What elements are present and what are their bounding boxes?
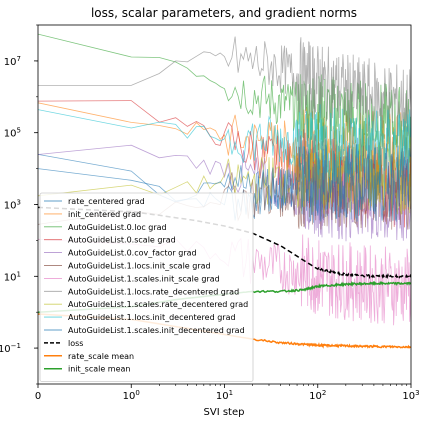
series-line-11: [38, 206, 411, 280]
legend-label: AutoGuideList.1.locs.rate_decentered gra…: [68, 287, 239, 296]
legend-label: AutoGuideList.0.scale grad: [68, 236, 176, 245]
x-tick-label: 103: [402, 389, 419, 402]
legend-label: AutoGuideList.1.scales.init_decentered g…: [68, 326, 245, 335]
legend: rate_centered grad init_centered grad Auto…: [39, 192, 254, 383]
series-line-7: [38, 36, 411, 137]
legend-label: AutoGuideList.0.cov_factor grad: [68, 249, 197, 258]
y-tick-label: 107: [4, 55, 21, 68]
legend-label: AutoGuideList.1.locs.init_scale grad: [68, 262, 211, 271]
series-line-12: [38, 313, 411, 349]
legend-box: [39, 192, 254, 383]
y-tick-label: 10−1: [0, 342, 21, 355]
x-axis-label: SVI step: [204, 407, 245, 418]
series-line-9: [38, 104, 411, 185]
legend-label: loss: [68, 339, 83, 348]
legend-label: AutoGuideList.1.locs.init_decentered gra…: [68, 313, 236, 322]
y-tick-label: 101: [4, 270, 21, 283]
y-axis: 10−1 101 103 105 107: [0, 24, 38, 385]
legend-label: AutoGuideList.1.scales.rate_decentered g…: [68, 300, 248, 309]
legend-label: AutoGuideList.1.scales.init_scale grad: [68, 274, 220, 283]
legend-label: rate_centered grad: [68, 197, 145, 206]
x-tick-label: 101: [216, 389, 233, 402]
x-tick-label: 100: [123, 389, 140, 402]
x-tick-label: 102: [309, 389, 326, 402]
legend-label: AutoGuideList.0.loc grad: [68, 223, 167, 232]
x-axis: 0 100 101 102 103: [35, 384, 420, 402]
legend-label: rate_scale mean: [68, 352, 134, 361]
y-tick-label: 103: [4, 199, 21, 212]
legend-label: init_centered grad: [68, 210, 141, 219]
series-line-13: [38, 280, 411, 313]
series-line-10: [38, 143, 411, 223]
chart-title: loss, scalar parameters, and gradient no…: [91, 6, 357, 20]
x-tick-label: 0: [35, 391, 41, 402]
y-tick-label: 105: [4, 127, 21, 140]
legend-label: init_scale mean: [68, 365, 131, 374]
